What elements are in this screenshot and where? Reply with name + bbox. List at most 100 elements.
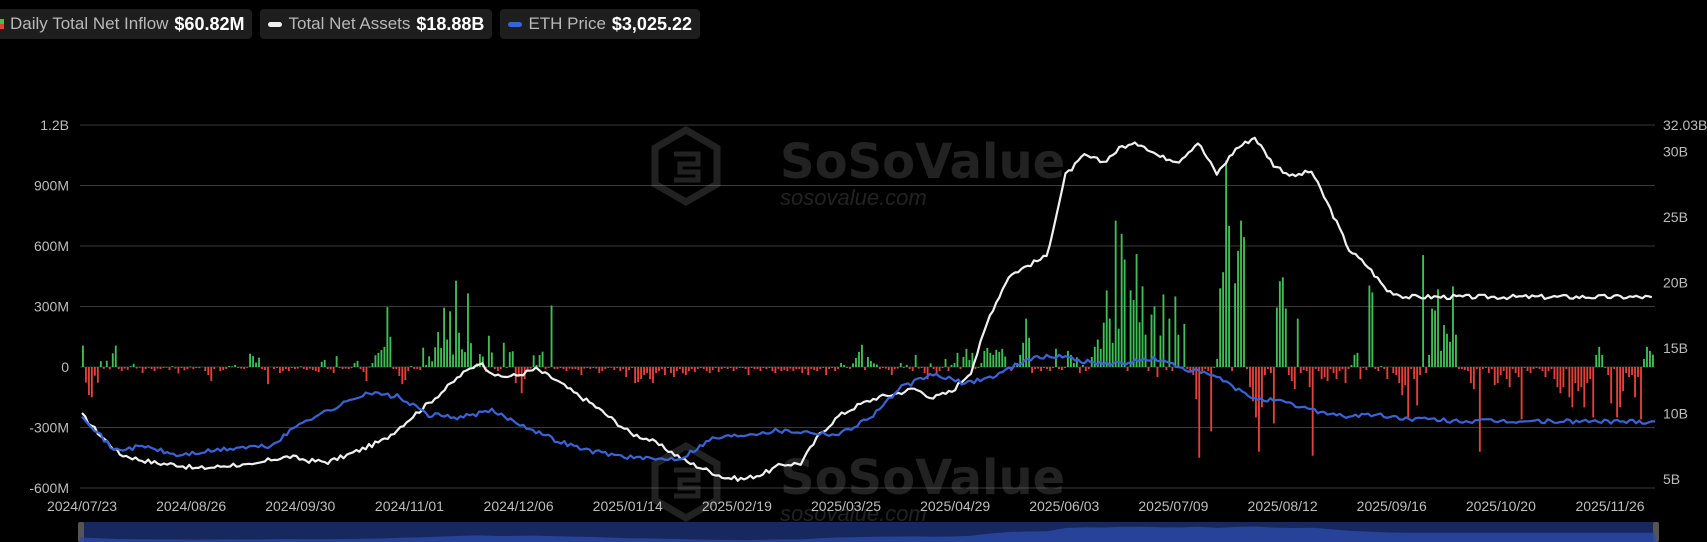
- inflow-bar: [992, 354, 995, 367]
- inflow-bar: [1419, 367, 1422, 376]
- inflow-bar: [1562, 367, 1565, 388]
- inflow-bar: [1153, 306, 1156, 367]
- inflow-bar: [1377, 367, 1380, 372]
- inflow-bar: [583, 367, 586, 369]
- inflow-bar: [425, 364, 428, 367]
- inflow-bar: [652, 367, 654, 384]
- inflow-bar: [1165, 367, 1168, 371]
- inflow-bar: [368, 366, 371, 368]
- inflow-bar: [320, 361, 323, 367]
- inflow-bar: [807, 367, 810, 376]
- inflow-bar: [481, 356, 484, 367]
- inflow-bar: [735, 367, 738, 370]
- legend-item-inflow[interactable]: Daily Total Net Inflow $60.82M: [0, 9, 253, 39]
- inflow-bar: [786, 367, 789, 372]
- inflow-bar: [210, 367, 213, 382]
- inflow-bar: [341, 367, 344, 370]
- inflow-bar: [1538, 367, 1541, 370]
- inflow-bar: [1481, 367, 1484, 370]
- inflow-bar: [1001, 348, 1004, 367]
- inflow-bar: [520, 367, 523, 394]
- inflow-bar: [1058, 367, 1060, 370]
- inflow-bar: [667, 367, 669, 369]
- inflow-bar: [464, 352, 466, 367]
- inflow-bar: [1129, 290, 1132, 367]
- inflow-bar: [302, 367, 305, 370]
- inflow-bar: [759, 367, 762, 372]
- inflow-bar: [872, 363, 875, 367]
- inflow-bar: [264, 367, 266, 371]
- inflow-bar: [953, 362, 956, 367]
- inflow-bar: [795, 367, 798, 370]
- inflow-bar: [1263, 367, 1266, 376]
- inflow-bar: [914, 354, 917, 367]
- inflow-bar: [878, 367, 881, 370]
- inflow-bar: [1037, 367, 1039, 369]
- navigator-area: [80, 526, 1657, 542]
- inflow-bar: [1049, 367, 1051, 372]
- inflow-bar: [637, 367, 640, 383]
- inflow-bar: [502, 342, 505, 367]
- inflow-bar: [1317, 367, 1320, 372]
- inflow-bar: [753, 367, 756, 370]
- inflow-bar: [849, 367, 851, 370]
- legend-item-assets[interactable]: Total Net Assets $18.88B: [260, 9, 493, 39]
- inflow-bar: [971, 352, 974, 367]
- inflow-bar: [1335, 367, 1338, 380]
- legend-item-price[interactable]: ETH Price $3,025.22: [500, 9, 700, 39]
- inflow-bar: [323, 359, 326, 367]
- inflow-bar: [1353, 354, 1356, 367]
- inflow-bar: [1583, 367, 1586, 408]
- inflow-bar: [843, 364, 845, 367]
- inflow-bar: [1108, 318, 1111, 367]
- x-tick-label: 2025/08/12: [1248, 498, 1318, 514]
- inflow-bar: [720, 367, 723, 370]
- inflow-bar: [1428, 354, 1430, 367]
- inflow-bar: [1643, 358, 1645, 367]
- inflow-bar: [1031, 367, 1034, 374]
- inflow-bar: [195, 367, 198, 369]
- inflow-bar: [819, 367, 822, 370]
- inflow-bar: [762, 367, 765, 369]
- watermark-brand: SoSoValue: [780, 134, 1065, 190]
- inflow-bar: [1437, 289, 1439, 367]
- inflow-bar: [1240, 220, 1242, 367]
- inflow-bar: [586, 367, 589, 369]
- inflow-bar: [678, 367, 681, 370]
- x-tick-label: 2025/02/19: [702, 498, 772, 514]
- left-tick-label: 1.2B: [40, 117, 69, 133]
- inflow-bar: [416, 367, 419, 370]
- inflow-bar: [1646, 346, 1648, 367]
- inflow-bar: [461, 349, 463, 367]
- inflow-bar: [613, 367, 616, 371]
- inflow-bar: [335, 356, 338, 367]
- inflow-bar: [398, 367, 401, 377]
- left-axis-ticks: 1.2B 900M 600M 300M 0 -300M -600M: [29, 117, 69, 496]
- x-tick-label: 2025/01/14: [593, 498, 663, 514]
- inflow-bar: [1341, 367, 1344, 370]
- inflow-bar: [1281, 277, 1284, 367]
- inflow-bar: [1177, 334, 1180, 367]
- inflow-bar: [365, 367, 368, 382]
- inflow-bar: [926, 367, 929, 380]
- inflow-bar: [899, 362, 902, 367]
- inflow-bar: [1087, 367, 1090, 370]
- inflow-bar: [1222, 272, 1225, 367]
- inflow-bar: [1034, 367, 1037, 370]
- inflow-bar: [1069, 354, 1072, 367]
- inflow-bar: [589, 367, 592, 370]
- inflow-bar: [670, 367, 672, 374]
- inflow-bar: [1463, 367, 1466, 371]
- inflow-bar: [562, 367, 565, 370]
- inflow-bar: [962, 356, 965, 367]
- inflow-bar: [726, 367, 729, 370]
- inflow-bar: [1278, 281, 1281, 367]
- inflow-bar: [1487, 367, 1490, 374]
- navigator-handle-left[interactable]: [78, 522, 84, 542]
- legend-price-value: $3,025.22: [611, 13, 692, 34]
- inflow-bar: [828, 367, 831, 370]
- range-navigator[interactable]: [78, 522, 1659, 542]
- inflow-bar: [1460, 367, 1463, 370]
- inflow-bar: [446, 339, 448, 367]
